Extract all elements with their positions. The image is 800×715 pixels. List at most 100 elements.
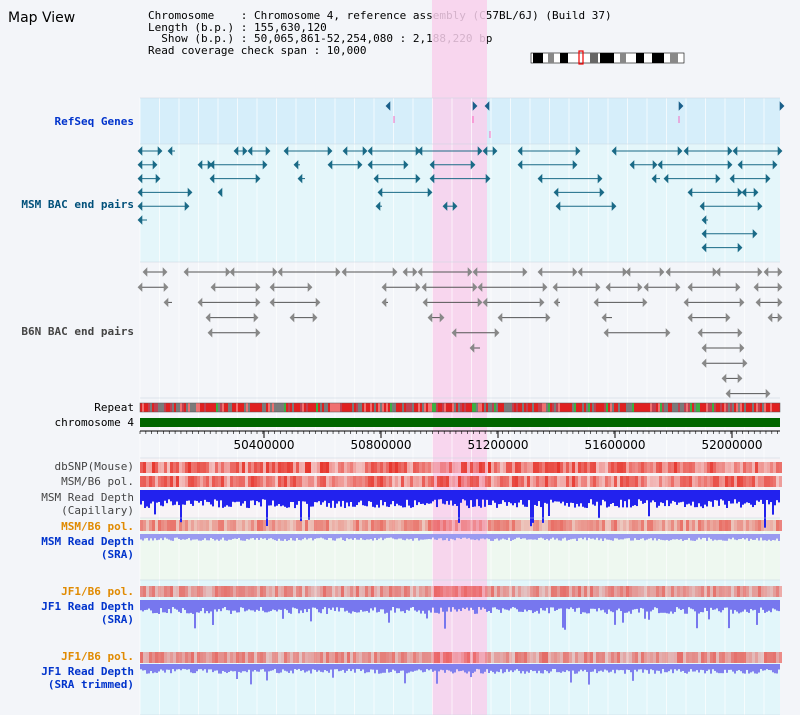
- track-label-b6n-bac[interactable]: B6N BAC end pairs: [21, 325, 134, 338]
- msm-depth-sra-bar: [474, 534, 476, 541]
- msm-depth-sra-bar: [714, 534, 716, 540]
- track-label-msm-b6-pol[interactable]: MSM/B6 pol.: [61, 475, 134, 488]
- repeat-track-border: [139, 402, 781, 413]
- repeat-segment: [410, 403, 412, 412]
- msm-depth-sra-bar: [482, 534, 484, 539]
- msm-depth-cap-bar: [200, 490, 202, 501]
- jf1-depth-sra-bar: [518, 600, 520, 612]
- b6n-bac-end-icon: [767, 312, 773, 323]
- track-label-msm-b6-pol-sra[interactable]: MSM/B6 pol.: [61, 520, 134, 533]
- msm-depth-sra-bar: [142, 534, 144, 541]
- dbsnp-heat-cell: [368, 462, 371, 473]
- msm-depth-sra-bar: [154, 534, 156, 539]
- jf1-depth-sra-bar: [302, 600, 304, 613]
- b6n-bac-end-icon: [777, 267, 783, 277]
- msm-b6-pol-sra-heat-cell: [776, 520, 779, 531]
- jf1-b6-pol-heat-cell: [650, 586, 653, 597]
- jf1-depth-sra-bar: [456, 600, 458, 612]
- msm-depth-cap-bar: [172, 490, 174, 506]
- jf1-depth-trim-bar: [158, 664, 160, 672]
- jf1-b6-pol-2-heat-cell: [479, 652, 482, 663]
- repeat-segment: [574, 403, 576, 412]
- jf1-depth-trim-bar: [620, 664, 622, 670]
- msm-depth-sra-bar: [168, 534, 170, 540]
- repeat-segment: [398, 403, 400, 412]
- msm-depth-cap-bar: [452, 490, 454, 506]
- track-label-msm-bac[interactable]: MSM BAC end pairs: [21, 198, 134, 211]
- msm-depth-cap-bar: [648, 490, 650, 517]
- repeat-segment: [148, 403, 150, 412]
- axis-tick-label: 50400000: [233, 438, 295, 452]
- msm-b6-pol-heat-cell: [155, 476, 158, 487]
- jf1-depth-trim-bar: [562, 664, 564, 672]
- msm-depth-sra-bar: [468, 534, 470, 539]
- msm-depth-cap-bar: [594, 490, 596, 506]
- msm-depth-cap-bar: [292, 490, 294, 502]
- msm-depth-sra-bar: [508, 534, 510, 538]
- dbsnp-heat-cell: [776, 462, 779, 473]
- dbsnp-heat-cell: [377, 462, 380, 473]
- jf1-b6-pol-2-heat-cell: [569, 652, 572, 663]
- msm-depth-cap-bar: [612, 490, 614, 503]
- msm-b6-pol-sra-heat-cell: [602, 520, 605, 531]
- jf1-depth-sra-bar: [404, 600, 406, 614]
- jf1-depth-sra-bar: [474, 600, 476, 614]
- track-label-jf1-b6-pol-2[interactable]: JF1/B6 pol.: [61, 650, 134, 663]
- repeat-segment: [776, 403, 778, 412]
- jf1-depth-trim-bar: [348, 664, 350, 669]
- msm-bac-end-icon: [701, 242, 707, 253]
- track-label-jf1-depth-trimmed[interactable]: JF1 Read Depth (SRA trimmed): [41, 665, 134, 691]
- jf1-b6-pol-heat-cell: [680, 586, 683, 597]
- jf1-b6-pol-heat-cell: [614, 586, 617, 597]
- repeat-segment: [494, 403, 496, 412]
- msm-depth-sra-bar: [680, 534, 682, 540]
- msm-b6-pol-sra-heat-cell: [401, 520, 404, 531]
- b6n-bac-end-icon: [755, 297, 761, 308]
- msm-b6-pol-sra-heat-cell: [341, 520, 344, 531]
- jf1-b6-pol-heat-cell: [617, 586, 620, 597]
- track-label-msm-depth-capillary[interactable]: MSM Read Depth (Capillary): [41, 491, 134, 517]
- dbsnp-heat-cell: [653, 462, 656, 473]
- jf1-b6-pol-heat-cell: [209, 586, 212, 597]
- jf1-depth-sra-bar: [656, 600, 658, 609]
- repeat-segment: [172, 403, 174, 412]
- msm-b6-pol-sra-heat-cell: [422, 520, 425, 531]
- jf1-depth-trim-bar: [420, 664, 422, 671]
- b6n-bac-end-icon: [739, 297, 745, 308]
- repeat-segment: [156, 403, 158, 412]
- jf1-b6-pol-2-heat-cell: [524, 652, 527, 663]
- msm-bac-end-icon: [327, 146, 333, 156]
- msm-b6-pol-heat-cell: [626, 476, 629, 487]
- msm-b6-pol-sra-heat-cell: [719, 520, 722, 531]
- track-label-jf1-depth-sra[interactable]: JF1 Read Depth (SRA): [41, 600, 134, 626]
- jf1-depth-trim-bar: [770, 664, 772, 671]
- track-label-dbsnp[interactable]: dbSNP(Mouse): [54, 460, 134, 473]
- msm-bac-end-icon: [482, 146, 488, 156]
- msm-b6-pol-heat-cell: [770, 476, 773, 487]
- msm-depth-cap-bar: [434, 490, 436, 500]
- msm-depth-cap-bar: [680, 490, 682, 503]
- msm-depth-sra-bar: [484, 534, 486, 540]
- jf1-b6-pol-heat-cell: [611, 586, 614, 597]
- b6n-bac-end-icon: [162, 267, 168, 277]
- jf1-depth-trim-bar: [262, 664, 264, 670]
- jf1-depth-trim-bar: [670, 664, 672, 670]
- msm-b6-pol-heat-cell: [572, 476, 575, 487]
- msm-depth-cap-bar: [272, 490, 274, 501]
- jf1-depth-trim-bar: [560, 664, 562, 673]
- repeat-segment: [650, 403, 652, 412]
- repeat-segment: [736, 403, 738, 412]
- msm-bac-end-icon: [452, 201, 458, 211]
- repeat-segment: [370, 403, 372, 412]
- track-label-refseq[interactable]: RefSeq Genes: [54, 115, 134, 128]
- jf1-depth-sra-bar: [488, 600, 490, 611]
- track-label-jf1-b6-pol[interactable]: JF1/B6 pol.: [61, 585, 134, 598]
- jf1-b6-pol-heat-cell: [221, 586, 224, 597]
- track-label-msm-depth-sra[interactable]: MSM Read Depth (SRA): [41, 535, 134, 561]
- dbsnp-heat-cell: [395, 462, 398, 473]
- jf1-b6-pol-2-heat-cell: [167, 652, 170, 663]
- msm-depth-cap-bar: [668, 490, 670, 507]
- jf1-depth-sra-bar: [644, 600, 646, 619]
- msm-depth-cap-bar: [578, 490, 580, 507]
